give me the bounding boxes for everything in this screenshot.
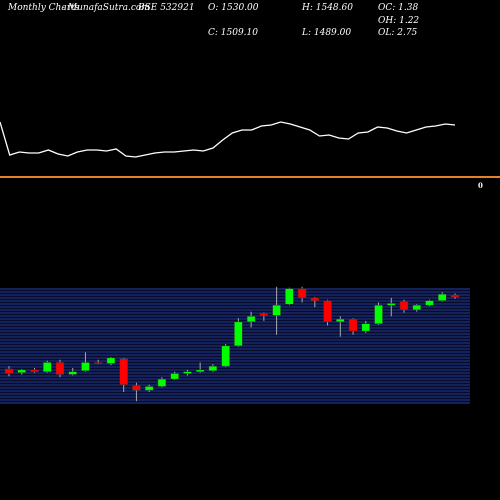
candle-body (42, 362, 52, 372)
candle-body (93, 362, 103, 364)
candle-body (4, 368, 14, 374)
indicator-line (0, 121, 456, 158)
ol-value: OL: 2.75 (378, 28, 418, 38)
candle-body (106, 357, 116, 364)
candle-body (374, 304, 383, 324)
candle-body (55, 362, 65, 375)
candle-body (17, 369, 26, 373)
candle-body (336, 318, 345, 323)
candle-body (170, 373, 179, 380)
chart-label: Monthly Charts (7, 3, 80, 13)
candle-body (272, 304, 281, 316)
candle-body (259, 313, 269, 316)
close-value: C: 1509.10 (208, 28, 258, 38)
candle-body (399, 301, 409, 311)
candle-body (208, 365, 218, 372)
candle-body (285, 288, 294, 305)
candle-body (183, 371, 192, 374)
candle-body (348, 318, 358, 332)
candle-body (221, 345, 230, 367)
open-value: O: 1530.00 (208, 3, 259, 13)
candle-body (30, 369, 39, 372)
candle-body (412, 304, 422, 311)
high-value: H: 1548.60 (301, 3, 353, 13)
candle-body (438, 293, 447, 301)
candle-body (119, 358, 128, 385)
oh-value: OH: 1.22 (378, 16, 419, 26)
candle-body (450, 294, 460, 298)
candle-body (246, 316, 256, 323)
candle-body (195, 369, 205, 372)
candle-body (425, 300, 434, 306)
oc-value: OC: 1.38 (378, 3, 418, 13)
candle-body (132, 385, 141, 391)
candle-body (144, 386, 154, 391)
zero-label: 0 (478, 181, 483, 190)
candle-body (361, 323, 371, 332)
low-value: L: 1489.00 (301, 28, 351, 38)
candle-body (81, 362, 90, 372)
candle-body (323, 300, 332, 323)
candle-body (297, 288, 307, 299)
symbol: BSE 532921 (137, 3, 195, 13)
candle-body (310, 297, 320, 301)
candle-body (234, 321, 243, 347)
site-name: - MunafaSutra.com (62, 3, 150, 13)
candle-body (68, 371, 77, 375)
candle-body (157, 378, 167, 387)
candle-body (387, 303, 396, 306)
